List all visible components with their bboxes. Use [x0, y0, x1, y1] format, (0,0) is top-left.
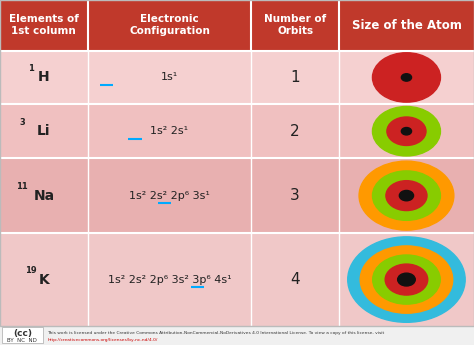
Circle shape [400, 190, 413, 201]
Text: Na: Na [33, 189, 55, 203]
Bar [88, 0, 251, 50]
Bar [0, 158, 474, 233]
Text: Li: Li [37, 124, 51, 138]
Circle shape [373, 53, 440, 102]
Text: Electronic
Configuration: Electronic Configuration [129, 14, 210, 37]
Text: 2: 2 [290, 124, 300, 139]
Text: 4: 4 [290, 272, 300, 287]
Circle shape [385, 264, 428, 295]
Text: 1: 1 [27, 64, 34, 73]
Bar [0, 326, 474, 345]
Text: Size of the Atom: Size of the Atom [352, 19, 461, 32]
Bar [2, 327, 43, 343]
Circle shape [387, 117, 426, 146]
Text: Number of
Orbits: Number of Orbits [264, 14, 326, 37]
Text: (cc): (cc) [13, 329, 32, 338]
Text: 19: 19 [25, 266, 36, 275]
Bar [0, 0, 88, 50]
Text: 1s² 2s² 2p⁶ 3s¹: 1s² 2s² 2p⁶ 3s¹ [129, 191, 210, 200]
Bar [0, 104, 474, 158]
Text: 1s² 2s² 2p⁶ 3s² 3p⁶ 4s¹: 1s² 2s² 2p⁶ 3s² 3p⁶ 4s¹ [108, 275, 231, 285]
Text: K: K [38, 273, 49, 287]
Text: 1s² 2s¹: 1s² 2s¹ [150, 126, 189, 136]
Text: BY  NC  ND: BY NC ND [7, 338, 37, 343]
Bar [251, 0, 339, 50]
Circle shape [373, 255, 440, 304]
Circle shape [373, 107, 440, 156]
Bar [339, 0, 474, 50]
Circle shape [348, 237, 465, 322]
Circle shape [398, 273, 415, 286]
Text: H: H [38, 70, 50, 85]
Text: 1: 1 [290, 70, 300, 85]
Text: 3: 3 [19, 118, 25, 127]
Text: 3: 3 [290, 188, 300, 203]
Circle shape [401, 74, 411, 81]
Bar [0, 50, 474, 104]
Circle shape [373, 171, 440, 220]
Text: 1s¹: 1s¹ [161, 72, 178, 82]
Circle shape [359, 161, 454, 230]
Text: 11: 11 [16, 183, 28, 191]
Text: Elements of
1st column: Elements of 1st column [9, 14, 79, 37]
Bar [0, 233, 474, 326]
Circle shape [360, 246, 453, 313]
Circle shape [401, 128, 411, 135]
Circle shape [386, 181, 427, 210]
Text: http://creativecommons.org/licenses/by-nc-nd/4.0/: http://creativecommons.org/licenses/by-n… [47, 338, 158, 342]
Text: This work is licensed under the Creative Commons Attribution-NonCommercial-NoDer: This work is licensed under the Creative… [47, 331, 384, 335]
